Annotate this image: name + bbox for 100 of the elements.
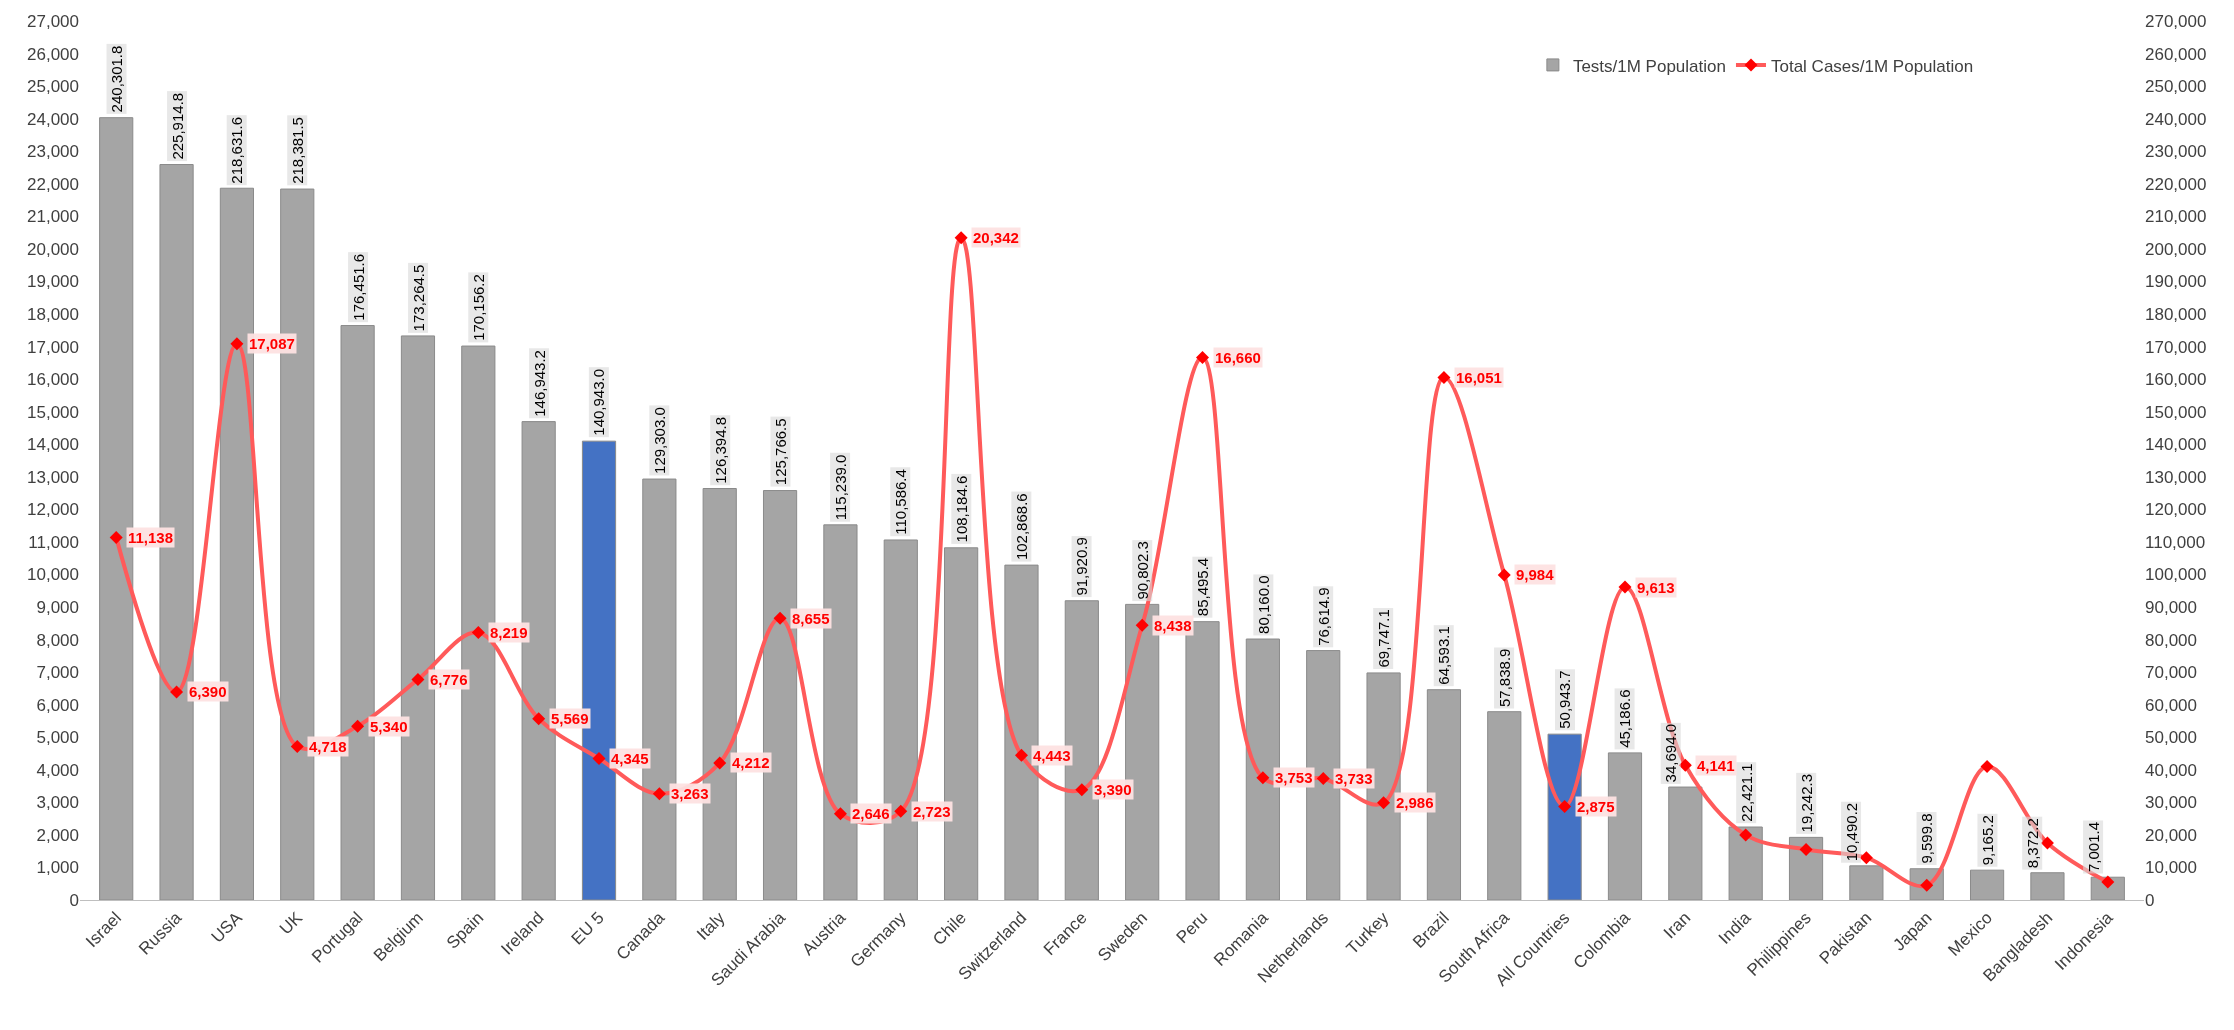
data-label: 5,340 — [370, 718, 408, 735]
y2-tick-label: 60,000 — [2145, 695, 2197, 715]
y2-tick-label: 170,000 — [2145, 337, 2207, 357]
y-tick-label: 25,000 — [27, 77, 79, 97]
data-label: 4,345 — [611, 750, 649, 767]
data-label: 9,599.8 — [1917, 813, 1935, 864]
y2-tick-label: 30,000 — [2145, 793, 2197, 813]
legend-label: Total Cases/1M Population — [1770, 56, 1974, 76]
y-tick-label: 18,000 — [27, 304, 79, 324]
y-tick-label: 3,000 — [36, 793, 79, 813]
data-label: 2,875 — [1577, 798, 1615, 815]
data-label: 4,141 — [1697, 757, 1735, 774]
data-label: 22,421.1 — [1737, 763, 1755, 822]
y-tick-label: 26,000 — [27, 44, 79, 64]
y-tick-label: 7,000 — [36, 663, 79, 683]
y2-tick-label: 40,000 — [2145, 760, 2197, 780]
y-tick-label: 4,000 — [36, 760, 79, 780]
y2-tick-label: 140,000 — [2145, 435, 2207, 455]
y-tick-label: 16,000 — [27, 370, 79, 390]
data-label: 16,051 — [1456, 369, 1502, 386]
y-tick-label: 21,000 — [27, 207, 79, 227]
y2-tick-label: 190,000 — [2145, 272, 2207, 292]
y-tick-label: 24,000 — [27, 109, 79, 129]
y2-tick-label: 160,000 — [2145, 370, 2207, 390]
data-label: 4,212 — [732, 754, 770, 771]
data-label: 34,694.0 — [1662, 723, 1680, 783]
y-tick-label: 22,000 — [27, 174, 79, 194]
y2-tick-label: 220,000 — [2145, 174, 2207, 194]
data-label: 10,490.2 — [1842, 802, 1860, 862]
data-label: 125,766.5 — [772, 418, 790, 486]
data-label: 90,802.3 — [1133, 541, 1151, 600]
y-tick-label: 11,000 — [28, 532, 79, 552]
y-tick-label: 1,000 — [36, 858, 79, 878]
data-label: 11,138 — [128, 529, 174, 546]
y-tick-label: 19,000 — [27, 272, 79, 292]
data-label: 7,001.4 — [2084, 821, 2102, 872]
bar — [1728, 826, 1763, 900]
data-label: 108,184.6 — [952, 475, 970, 543]
data-label: 2,986 — [1396, 794, 1434, 811]
data-label: 8,372.2 — [2023, 818, 2041, 869]
legend-label: Tests/1M Population — [1572, 56, 1726, 76]
data-label: 126,394.8 — [711, 417, 729, 484]
data-label: 80,160.0 — [1254, 575, 1272, 634]
data-label: 64,593.1 — [1435, 626, 1453, 685]
y2-tick-label: 130,000 — [2145, 467, 2207, 487]
data-label: 19,242.3 — [1797, 774, 1815, 833]
y2-tick-label: 0 — [2145, 890, 2155, 910]
y-tick-label: 13,000 — [27, 467, 79, 487]
y-tick-label: 9,000 — [36, 597, 79, 617]
data-label: 176,451.6 — [349, 253, 367, 321]
y2-tick-label: 100,000 — [2145, 565, 2207, 585]
data-label: 9,165.2 — [1978, 815, 1996, 866]
y2-tick-label: 270,000 — [2145, 11, 2207, 31]
data-label: 9,613 — [1637, 579, 1675, 596]
x-tick-label: USA — [207, 907, 247, 947]
y2-tick-label: 250,000 — [2145, 77, 2207, 97]
x-tick-label: Italy — [693, 907, 729, 944]
data-label: 8,655 — [792, 610, 830, 627]
y-tick-label: 10,000 — [27, 565, 79, 585]
data-label: 6,776 — [430, 671, 468, 688]
bar — [1668, 786, 1703, 900]
data-label: 57,838.9 — [1495, 648, 1513, 707]
data-label: 8,438 — [1154, 617, 1192, 634]
data-label: 76,614.9 — [1314, 587, 1332, 646]
bar — [1969, 869, 2005, 900]
bar — [1487, 711, 1522, 900]
bar — [1849, 865, 1884, 900]
y2-tick-label: 150,000 — [2145, 402, 2207, 422]
y-tick-label: 20,000 — [27, 239, 79, 259]
x-tick-label: UK — [275, 907, 307, 939]
data-label: 173,264.5 — [409, 264, 427, 332]
data-label: 3,733 — [1335, 770, 1373, 787]
y2-tick-label: 70,000 — [2145, 663, 2197, 683]
y-tick-label: 0 — [69, 890, 79, 910]
data-label: 3,753 — [1275, 769, 1313, 786]
y2-tick-label: 20,000 — [2145, 825, 2197, 845]
data-label: 218,381.5 — [288, 117, 306, 184]
x-tick-label: EU 5 — [567, 908, 608, 949]
y-tick-label: 5,000 — [36, 728, 79, 748]
data-label: 3,263 — [671, 785, 709, 802]
data-label: 91,920.9 — [1073, 537, 1091, 596]
y-tick-label: 8,000 — [36, 630, 79, 650]
y2-tick-label: 90,000 — [2145, 597, 2197, 617]
data-label: 115,239.0 — [831, 454, 849, 521]
y2-tick-label: 50,000 — [2145, 728, 2197, 748]
data-label: 6,390 — [189, 683, 227, 700]
data-label: 17,087 — [249, 335, 295, 352]
y2-tick-label: 80,000 — [2145, 630, 2197, 650]
data-label: 102,868.6 — [1012, 493, 1030, 561]
y2-tick-label: 10,000 — [2145, 858, 2197, 878]
y2-tick-label: 240,000 — [2145, 109, 2207, 129]
data-label: 146,943.2 — [530, 350, 548, 417]
data-label: 45,186.6 — [1616, 689, 1634, 748]
data-label: 140,943.0 — [590, 368, 608, 436]
data-label: 218,631.6 — [228, 116, 246, 184]
y2-tick-label: 120,000 — [2145, 500, 2207, 520]
data-label: 129,303.0 — [650, 407, 668, 474]
data-label: 3,390 — [1094, 781, 1132, 798]
data-label: 4,443 — [1033, 747, 1071, 764]
y-tick-label: 23,000 — [27, 142, 79, 162]
